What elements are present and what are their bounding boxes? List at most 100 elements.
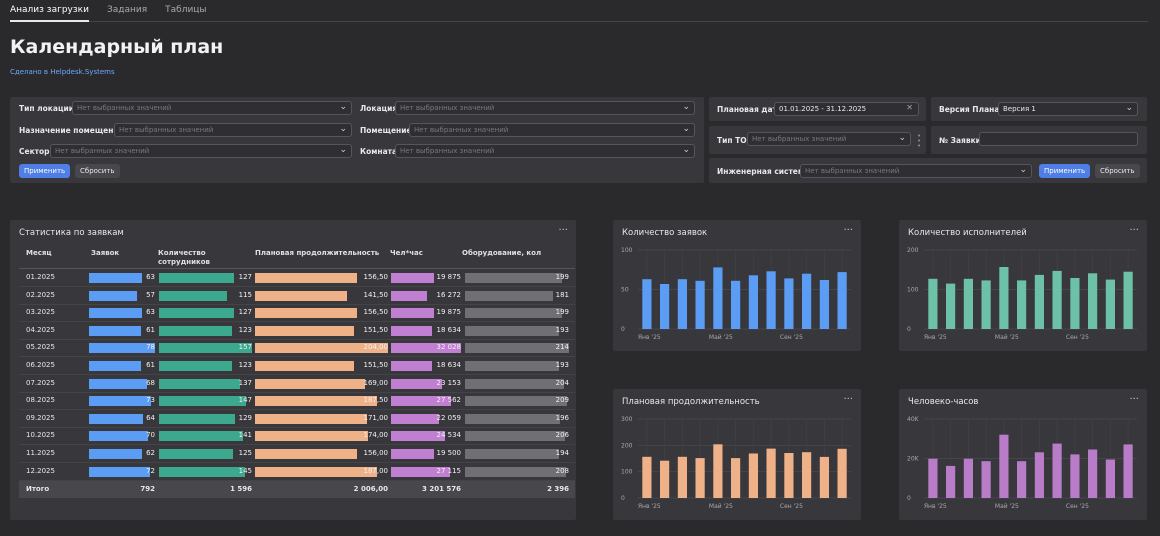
sector-select[interactable]: Нет выбранных значений ⌄ — [50, 144, 352, 158]
clear-icon[interactable]: ✕ — [906, 103, 913, 112]
chart-bar[interactable] — [1105, 279, 1115, 329]
chevron-down-icon: ⌄ — [682, 102, 690, 112]
more-menu-icon[interactable]: ··· — [843, 394, 853, 405]
value-bar — [159, 413, 236, 424]
value-bar — [255, 466, 377, 477]
plan-version-select[interactable]: Версия 1 ⌄ — [998, 102, 1138, 116]
chart-bar[interactable] — [819, 280, 829, 329]
chart-bar[interactable] — [713, 267, 723, 329]
chevron-down-icon: ⌄ — [339, 145, 347, 155]
value-bar — [89, 431, 149, 442]
chart-bar[interactable] — [784, 453, 794, 498]
chart-bar[interactable] — [1105, 459, 1115, 499]
room-purpose-select[interactable]: Нет выбранных значений ⌄ — [114, 123, 352, 137]
chamber-select[interactable]: Нет выбранных значений ⌄ — [395, 144, 695, 158]
value-cell: 169,00 — [363, 378, 389, 387]
chart-bar[interactable] — [1052, 270, 1062, 329]
chart-bar[interactable] — [748, 453, 758, 499]
chart-bar[interactable] — [731, 458, 741, 498]
chart-bar[interactable] — [1088, 273, 1098, 329]
chart-bar[interactable] — [802, 273, 812, 329]
chart-bar[interactable] — [1070, 454, 1080, 498]
room-select[interactable]: Нет выбранных значений ⌄ — [409, 123, 695, 137]
value-bar — [159, 308, 235, 319]
value-bar — [89, 396, 151, 407]
reset-button[interactable]: Сбросить — [75, 164, 120, 178]
more-menu-icon[interactable]: ··· — [843, 225, 853, 236]
chart-bar[interactable] — [748, 275, 758, 329]
table-row: 10.2025 70 141 174,00 24 534 206 — [19, 427, 575, 446]
location-type-select[interactable]: Нет выбранных значений ⌄ — [72, 101, 352, 115]
reset-button-right[interactable]: Сбросить — [1095, 164, 1140, 178]
chart-bar[interactable] — [695, 458, 705, 498]
chart-bar[interactable] — [642, 279, 652, 329]
chart-bar[interactable] — [946, 283, 956, 329]
value-cell: 27 562 — [436, 396, 462, 405]
chart-bar[interactable] — [837, 272, 847, 329]
header-divider — [19, 268, 575, 269]
to-type-select[interactable]: Нет выбранных значений ⌄ — [747, 132, 911, 146]
value-cell: 141 — [238, 431, 252, 440]
chart-bar[interactable] — [660, 460, 670, 498]
chart-bar[interactable] — [1123, 271, 1133, 329]
plan-date-input[interactable]: 01.01.2025 - 31.12.2025 ✕ — [774, 102, 919, 116]
chart-bar[interactable] — [660, 284, 670, 329]
drag-handle-icon[interactable]: • • • — [917, 132, 922, 150]
chart-bar[interactable] — [1017, 461, 1027, 498]
apply-button[interactable]: Применить — [19, 164, 71, 178]
request-no-input[interactable] — [979, 132, 1138, 146]
value-cell: 151,50 — [363, 325, 389, 334]
chart-bar[interactable] — [802, 452, 812, 498]
chart-bar[interactable] — [928, 278, 938, 329]
more-menu-icon[interactable]: ··· — [1129, 225, 1139, 236]
chart-bar[interactable] — [713, 444, 723, 498]
header-duration: Плановая продолжительность — [255, 249, 380, 257]
month-cell: 11.2025 — [26, 449, 55, 457]
chart-bar[interactable] — [1034, 452, 1044, 498]
apply-button-right[interactable]: Применить — [1039, 164, 1091, 178]
x-tick-label: Янв '25 — [924, 334, 947, 341]
chart-bar[interactable] — [1070, 278, 1080, 329]
chart-bar[interactable] — [731, 280, 741, 329]
chart-bar[interactable] — [642, 456, 652, 498]
chart-bar[interactable] — [837, 448, 847, 498]
chart-bar[interactable] — [981, 461, 991, 498]
eng-system-select[interactable]: Нет выбранных значений ⌄ — [800, 164, 1032, 178]
chart-bar[interactable] — [1034, 274, 1044, 329]
value-bar — [159, 325, 232, 336]
chart-bar[interactable] — [999, 434, 1009, 498]
made-by-link[interactable]: Сделано в Helpdesk.Systems — [10, 68, 115, 76]
chart-bar[interactable] — [1088, 449, 1098, 499]
chart-bar[interactable] — [695, 280, 705, 329]
location-select[interactable]: Нет выбранных значений ⌄ — [395, 101, 695, 115]
chart-bar[interactable] — [1052, 443, 1062, 498]
chart-bar[interactable] — [999, 267, 1009, 329]
chart-bar[interactable] — [1017, 280, 1027, 329]
tab-tables[interactable]: Таблицы — [165, 5, 207, 15]
chart-bar[interactable] — [766, 448, 776, 498]
tab-tasks[interactable]: Задания — [106, 5, 148, 15]
more-menu-icon[interactable]: ··· — [558, 225, 568, 236]
chart-bar[interactable] — [981, 280, 991, 329]
chart-executors: Количество исполнителей ··· 0 100 200 Янв '… — [899, 220, 1147, 351]
more-menu-icon[interactable]: ··· — [1129, 394, 1139, 405]
chart-bar[interactable] — [766, 271, 776, 329]
value-bar — [391, 396, 452, 407]
month-cell: 09.2025 — [26, 413, 55, 422]
chart-bar[interactable] — [677, 456, 687, 498]
value-cell: 23 153 — [436, 378, 462, 387]
tab-load-analysis[interactable]: Анализ загрузки — [10, 0, 89, 22]
value-cell: 18 634 — [436, 361, 462, 369]
chart-bar[interactable] — [928, 458, 938, 498]
request-no-label: № Заявки — [939, 136, 981, 145]
value-cell: 193 — [555, 361, 569, 369]
chart-bar[interactable] — [677, 279, 687, 329]
chart-bar[interactable] — [963, 278, 973, 329]
chart-bar[interactable] — [1123, 444, 1133, 498]
chart-bar[interactable] — [819, 456, 829, 498]
chart-bar[interactable] — [784, 278, 794, 329]
value-bar — [159, 361, 232, 371]
chart-bar[interactable] — [946, 465, 956, 498]
value-cell: 206 — [555, 431, 569, 440]
chart-bar[interactable] — [963, 458, 973, 498]
